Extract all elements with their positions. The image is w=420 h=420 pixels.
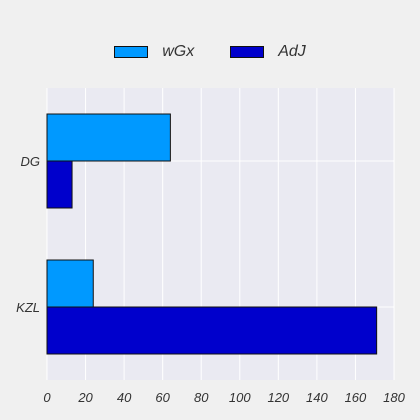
y-tick-label: DG [21,154,41,169]
legend-item-wgx: wGx [114,43,194,61]
legend-label-adj: AdJ [278,43,306,60]
x-tick-label: 100 [229,390,251,405]
bar-adj-kzl [46,306,378,355]
bars [46,113,378,355]
x-tick-label: 80 [194,390,209,405]
x-tick-label: 120 [267,390,289,405]
legend-swatch-wgx [114,46,149,58]
axes: 0 20 40 60 80 100 120 140 160 180 DG KZL [16,154,405,405]
x-tick-label: 180 [383,390,405,405]
x-tick-label: 140 [306,390,328,405]
legend: wGx AdJ [0,38,420,66]
bar-wgx-dg [46,113,171,162]
x-tick-label: 0 [43,390,51,405]
x-tick-label: 40 [117,390,132,405]
legend-label-wgx: wGx [162,43,195,60]
legend-swatch-adj [230,46,265,58]
x-tick-label: 160 [345,390,367,405]
legend-item-adj: AdJ [230,43,306,61]
y-tick-label: KZL [16,300,40,315]
x-tick-label: 20 [77,390,93,405]
x-tick-label: 60 [155,390,170,405]
bar-wgx-kzl [46,259,94,308]
bar-adj-dg [46,160,73,209]
